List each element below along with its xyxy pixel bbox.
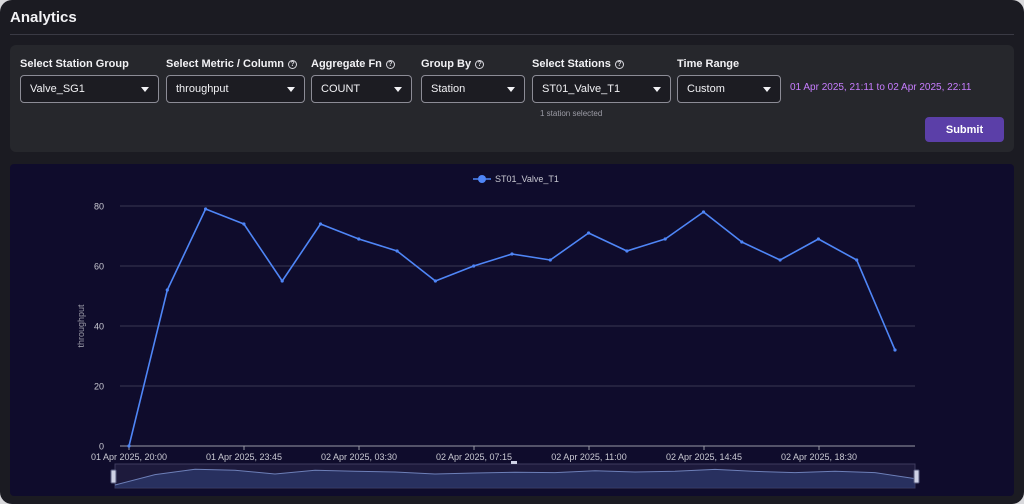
stations-hint: 1 station selected: [540, 109, 603, 118]
x-tick-label: 02 Apr 2025, 03:30: [321, 452, 397, 462]
data-point: [587, 231, 591, 235]
data-point: [318, 222, 323, 226]
title-divider: [10, 34, 1014, 35]
data-point: [127, 444, 131, 448]
group-by-select[interactable]: Station: [421, 75, 525, 103]
stations-select[interactable]: ST01_Valve_T1: [532, 75, 671, 103]
stations-field: Select Stations ? ST01_Valve_T1 1 statio…: [532, 57, 671, 118]
data-point: [165, 288, 169, 292]
data-point: [740, 240, 744, 244]
x-tick-label: 02 Apr 2025, 14:45: [666, 452, 742, 462]
data-point: [855, 258, 859, 262]
submit-button[interactable]: Submit: [925, 117, 1004, 142]
help-icon[interactable]: ?: [287, 59, 297, 69]
y-tick-label: 0: [99, 442, 104, 452]
metric-label: Select Metric / Column: [166, 58, 284, 70]
time-range-select[interactable]: Custom: [677, 75, 781, 103]
zoom-area: [115, 469, 915, 488]
data-point: [816, 237, 821, 241]
group-by-label: Group By: [421, 58, 472, 70]
aggregate-value: COUNT: [321, 83, 361, 95]
help-icon[interactable]: ?: [385, 59, 395, 69]
metric-select[interactable]: throughput: [166, 75, 305, 103]
y-tick-label: 80: [94, 202, 104, 212]
x-tick-label: 02 Apr 2025, 11:00: [551, 452, 626, 462]
time-range-label: Time Range: [677, 58, 740, 70]
station-group-select[interactable]: Valve_SG1: [20, 75, 159, 103]
aggregate-label: Aggregate Fn: [311, 58, 382, 70]
group-by-field: Group By ? Station: [421, 57, 525, 103]
station-group-value: Valve_SG1: [30, 83, 85, 95]
legend-label: ST01_Valve_T1: [495, 174, 559, 184]
stations-value: ST01_Valve_T1: [542, 83, 621, 95]
aggregate-field: Aggregate Fn ? COUNT: [311, 57, 412, 103]
time-range-field: Time Range Custom: [677, 57, 781, 103]
help-icon[interactable]: ?: [475, 59, 485, 69]
data-point: [395, 249, 399, 253]
data-point: [433, 279, 437, 283]
station-group-field: Select Station Group Valve_SG1: [20, 57, 159, 103]
x-tick-label: 01 Apr 2025, 20:00: [91, 452, 167, 462]
data-point: [778, 258, 782, 262]
series-line: [128, 208, 896, 447]
data-point: [663, 237, 667, 241]
line-chart: 0 20 40 60 80 throughput 01 Apr 2025, 20:00 01 …: [76, 174, 920, 489]
zoom-drag-grip[interactable]: [511, 461, 517, 464]
zoom-line: [114, 468, 916, 486]
chevron-down-icon: [763, 86, 771, 92]
data-point: [893, 348, 897, 352]
y-tick-label: 20: [94, 382, 104, 392]
chart-panel: 0 20 40 60 80 throughput 01 Apr 2025, 20:00 01 …: [10, 164, 1014, 496]
metric-field: Select Metric / Column ? throughput: [166, 57, 305, 103]
page-title: Analytics: [10, 9, 77, 26]
chevron-down-icon: [394, 86, 402, 92]
data-point: [242, 222, 246, 226]
aggregate-select[interactable]: COUNT: [311, 75, 412, 103]
data-point: [204, 207, 208, 211]
y-tick-label: 40: [94, 322, 104, 332]
group-by-value: Station: [431, 83, 466, 95]
chevron-down-icon: [141, 86, 149, 92]
data-point: [701, 210, 706, 214]
chevron-down-icon: [653, 86, 661, 92]
y-axis-label: throughput: [76, 304, 86, 348]
data-point: [472, 264, 476, 268]
data-point: [280, 279, 284, 283]
zoom-handle-right[interactable]: [913, 469, 920, 484]
legend-marker: [478, 175, 486, 183]
x-tick-label: 02 Apr 2025, 18:30: [781, 452, 857, 462]
station-group-label: Select Station Group: [20, 58, 129, 70]
data-point: [548, 258, 552, 262]
x-tick-label: 02 Apr 2025, 07:15: [436, 452, 512, 462]
chevron-down-icon: [507, 86, 515, 92]
zoom-handle-left[interactable]: [110, 469, 117, 484]
data-point: [625, 249, 629, 253]
time-range-value: Custom: [687, 83, 725, 95]
data-point: [357, 237, 361, 241]
metric-value: throughput: [176, 83, 229, 95]
data-point: [510, 252, 514, 256]
help-icon[interactable]: ?: [614, 59, 624, 69]
y-tick-label: 60: [94, 262, 104, 272]
x-tick-label: 01 Apr 2025, 23:45: [206, 452, 282, 462]
time-range-text: 01 Apr 2025, 21:11 to 02 Apr 2025, 22:11: [790, 82, 972, 93]
stations-label: Select Stations: [532, 58, 611, 70]
filter-panel: Select Station Group Valve_SG1 Select Me…: [10, 45, 1014, 152]
chevron-down-icon: [287, 86, 295, 92]
